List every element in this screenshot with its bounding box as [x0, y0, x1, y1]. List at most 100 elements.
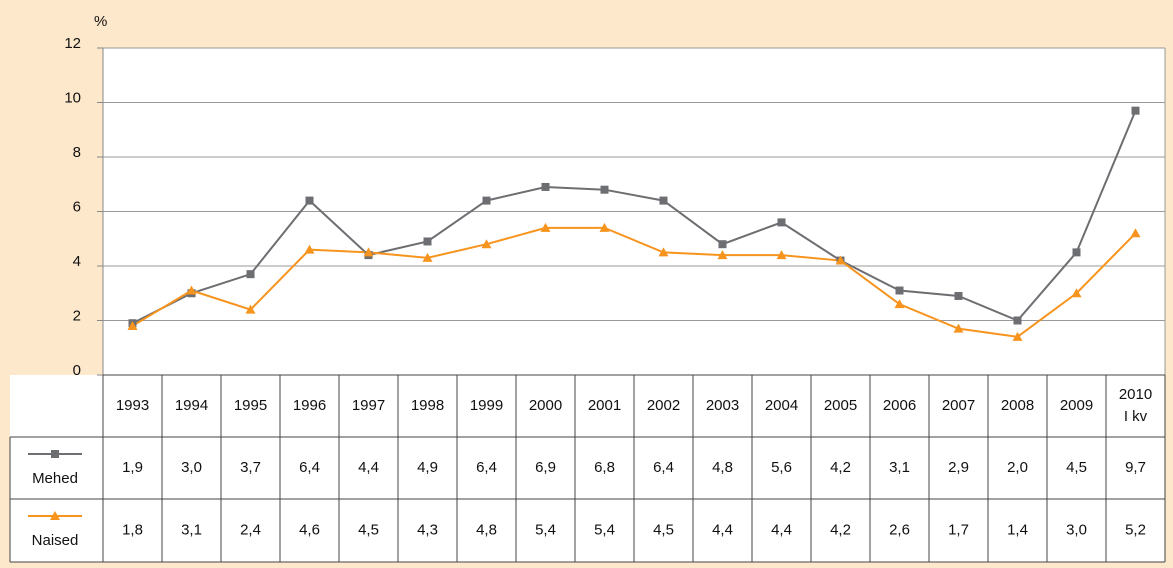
table-value: 5,4	[594, 521, 615, 538]
table-value: 2,4	[240, 521, 261, 538]
marker	[1131, 106, 1140, 115]
marker	[599, 222, 610, 232]
table-value: 4,4	[358, 459, 379, 476]
table-value: 2,6	[889, 521, 910, 538]
table-value: 3,0	[181, 459, 202, 476]
table-value: 4,2	[830, 459, 851, 476]
series-line	[132, 110, 1137, 325]
marker	[777, 218, 786, 227]
y-tick-label: 12	[64, 35, 81, 52]
legend-label: Naised	[32, 532, 79, 549]
data-table	[10, 375, 1165, 562]
marker	[482, 196, 491, 205]
table-value: 5,4	[535, 521, 556, 538]
marker	[658, 247, 669, 257]
category-label: 2009	[1060, 397, 1093, 414]
category-label: 2003	[706, 397, 739, 414]
table-value: 1,4	[1007, 521, 1028, 538]
marker	[51, 450, 59, 458]
category-label: 2002	[647, 397, 680, 414]
legend-label: Mehed	[32, 470, 78, 487]
table-value: 3,1	[889, 459, 910, 476]
marker	[835, 255, 846, 265]
table-value: 4,2	[830, 521, 851, 538]
y-tick-label: 4	[73, 253, 81, 270]
category-label: 2004	[765, 397, 798, 414]
marker	[776, 250, 787, 260]
table-value: 4,4	[712, 521, 733, 538]
table-value: 3,1	[181, 521, 202, 538]
y-tick-label: 0	[73, 362, 81, 379]
marker	[422, 252, 433, 262]
y-tick-label: 10	[64, 89, 81, 106]
marker	[600, 185, 609, 194]
marker	[1012, 331, 1023, 341]
marker	[540, 222, 551, 232]
table-value: 4,5	[653, 521, 674, 538]
y-tick-label: 2	[73, 307, 81, 324]
table-value: 4,8	[476, 521, 497, 538]
table-value: 6,9	[535, 459, 556, 476]
table-value: 1,7	[948, 521, 969, 538]
marker	[50, 511, 60, 520]
table-value: 4,8	[712, 459, 733, 476]
table-value: 6,4	[653, 459, 674, 476]
marker	[1072, 248, 1081, 257]
category-label: 1993	[116, 397, 149, 414]
table-value: 6,4	[476, 459, 497, 476]
category-label: 2007	[942, 397, 975, 414]
table-value: 4,5	[1066, 459, 1087, 476]
marker	[186, 285, 197, 295]
table-value: 1,8	[122, 521, 143, 538]
y-tick-label: 8	[73, 144, 81, 161]
table-value: 3,0	[1066, 521, 1087, 538]
marker	[717, 250, 728, 260]
category-label: 2001	[588, 397, 621, 414]
table-value: 2,9	[948, 459, 969, 476]
category-label: 2005	[824, 397, 857, 414]
marker	[894, 299, 905, 309]
marker	[895, 286, 904, 295]
category-label: 1997	[352, 397, 385, 414]
table-value: 6,4	[299, 459, 320, 476]
table-value: 4,4	[771, 521, 792, 538]
marker	[718, 240, 727, 249]
category-label: 2000	[529, 397, 562, 414]
table-value: 5,6	[771, 459, 792, 476]
marker	[1071, 288, 1082, 298]
marker	[304, 244, 315, 254]
series-line	[131, 226, 1137, 338]
marker	[423, 237, 432, 246]
table-value: 3,7	[240, 459, 261, 476]
marker	[954, 291, 963, 300]
marker	[541, 182, 550, 191]
category-label: 2006	[883, 397, 916, 414]
marker	[305, 196, 314, 205]
category-label: 1994	[175, 397, 208, 414]
category-label: 1995	[234, 397, 267, 414]
table-value: 6,8	[594, 459, 615, 476]
y-tick-label: 6	[73, 198, 81, 215]
table-value: 4,6	[299, 521, 320, 538]
marker	[659, 196, 668, 205]
y-unit: %	[94, 13, 107, 30]
marker	[245, 304, 256, 314]
marker	[953, 323, 964, 333]
table-value: 4,9	[417, 459, 438, 476]
category-label: 2010 I kv	[1119, 386, 1152, 425]
table-value: 4,3	[417, 521, 438, 538]
marker	[1130, 228, 1141, 238]
marker	[127, 320, 138, 330]
table-value: 9,7	[1125, 459, 1146, 476]
table-value: 2,0	[1007, 459, 1028, 476]
table-value: 5,2	[1125, 521, 1146, 538]
marker	[481, 239, 492, 249]
category-label: 2008	[1001, 397, 1034, 414]
category-label: 1998	[411, 397, 444, 414]
table-value: 4,5	[358, 521, 379, 538]
category-label: 1999	[470, 397, 503, 414]
marker	[363, 247, 374, 257]
category-label: 1996	[293, 397, 326, 414]
marker	[1013, 316, 1022, 325]
